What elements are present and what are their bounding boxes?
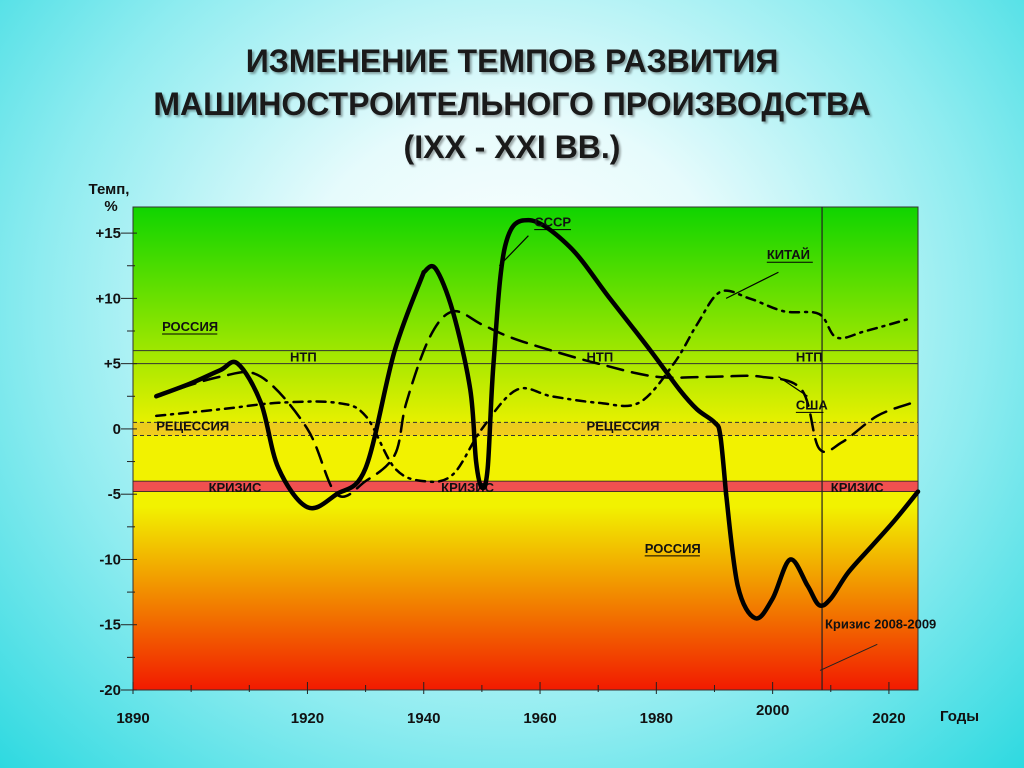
annotation-pointer [498,235,529,267]
annotation-pointer [778,376,808,397]
annotation-pointer [725,271,779,299]
x-tick-label: 1960 [523,710,556,727]
plot-area [132,206,919,691]
y-tick-label: -10 [99,551,121,568]
x-tick-label: 1890 [116,710,149,727]
series-annotation: СССР [534,215,571,230]
x-tick-label: 1980 [640,710,673,727]
title-line-2: МАШИНОСТРОИТЕЛЬНОГО ПРОИЗВОДСТВА [153,86,871,122]
y-tick-label: -5 [108,486,121,503]
title-line-1: ИЗМЕНЕНИЕ ТЕМПОВ РАЗВИТИЯ [245,43,779,79]
y-axis-label: Темп,% [89,181,130,215]
series-line-сша [155,309,914,498]
band-label: РЕЦЕССИЯ [156,418,229,433]
y-axis-label-part: % [104,198,117,215]
band-krizis [132,480,919,492]
series-line-россия [154,270,426,511]
title-line-3: (IXX - XXI ВВ.) [403,129,621,165]
band-label: НТП [587,350,614,365]
series-line-россия [723,489,921,621]
series-annotation: США [796,397,828,412]
series-annotation: РОССИЯ [645,541,701,556]
x-tick-label: 1940 [407,710,440,727]
x-axis-label: Годы [940,708,979,725]
y-tick-label: 0 [113,421,121,438]
x-tick-label: 2020 [872,710,905,727]
crisis-2008-label: Кризис 2008-2009 [825,617,936,632]
y-tick-label: -15 [99,617,121,634]
series-line-ссср [421,217,729,497]
band-label: НТП [796,350,823,365]
series-annotation: КИТАЙ [767,247,810,262]
y-axis-label-part: Темп, [89,181,130,198]
band-label: КРИЗИС [209,480,262,495]
x-tick-label: 2000 [756,702,789,719]
x-tick-label: 1920 [291,710,324,727]
series-annotation: РОССИЯ [162,319,218,334]
y-tick-label: +15 [96,225,121,242]
crisis-2008-pointer [819,643,878,671]
band-label: КРИЗИС [831,480,884,495]
band-recession [133,422,918,436]
y-tick-label: -20 [99,682,121,699]
chart-title: ИЗМЕНЕНИЕ ТЕМПОВ РАЗВИТИЯ МАШИНОСТРОИТЕЛ… [0,40,1024,169]
y-tick-label: +10 [96,290,121,307]
y-tick-label: +5 [104,356,121,373]
band-label: РЕЦЕССИЯ [587,418,660,433]
series-line-китай [155,289,914,484]
band-label: НТП [290,350,317,365]
